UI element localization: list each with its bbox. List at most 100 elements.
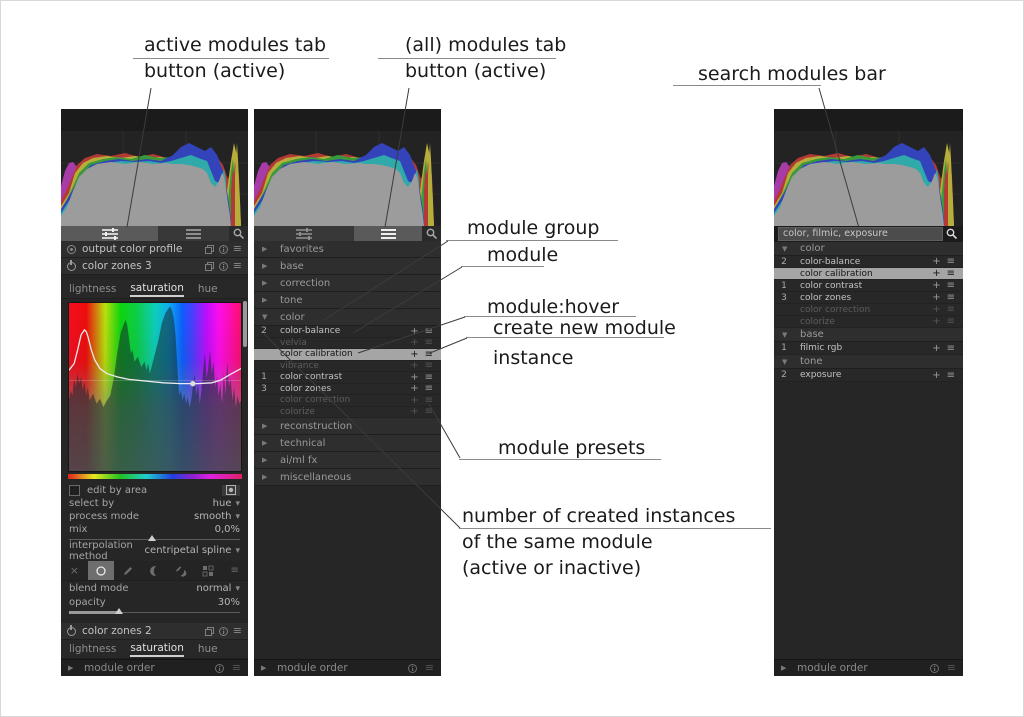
new-instance-icon[interactable]: +: [410, 383, 419, 395]
drawn-mask-button[interactable]: [114, 561, 141, 580]
histogram[interactable]: [61, 131, 248, 226]
new-instance-icon[interactable]: +: [932, 280, 941, 291]
active-modules-tab[interactable]: [254, 226, 354, 241]
new-instance-icon[interactable]: +: [932, 304, 941, 315]
info-icon[interactable]: [407, 663, 417, 673]
presets-menu-icon[interactable]: ≡: [424, 337, 433, 349]
tab-saturation[interactable]: saturation: [130, 642, 184, 657]
edit-by-area-checkbox[interactable]: [69, 484, 80, 496]
presets-menu-icon[interactable]: ≡: [946, 256, 955, 267]
expand-triangle-icon[interactable]: ▶: [68, 664, 74, 672]
module-row-color-correction[interactable]: color correction + ≡: [254, 395, 441, 407]
presets-menu-icon[interactable]: ≡: [231, 661, 241, 674]
info-icon[interactable]: [929, 663, 939, 673]
new-instance-icon[interactable]: +: [932, 268, 941, 279]
blend-presets-button[interactable]: ≡: [230, 565, 239, 576]
new-instance-icon[interactable]: +: [932, 369, 941, 381]
histogram[interactable]: [254, 131, 441, 226]
new-instance-icon[interactable]: +: [410, 348, 419, 360]
tab-saturation[interactable]: saturation: [130, 282, 184, 297]
module-row-color-contrast[interactable]: 1 color contrast + ≡: [254, 372, 441, 384]
info-icon[interactable]: [214, 663, 224, 673]
presets-menu-icon[interactable]: ≡: [946, 280, 955, 291]
power-icon[interactable]: [67, 624, 76, 636]
new-instance-icon[interactable]: +: [410, 371, 419, 383]
group-base[interactable]: ▶ base: [254, 258, 441, 275]
tab-lightness[interactable]: lightness: [69, 643, 117, 655]
blend-mode-combobox[interactable]: blend mode normal ▾: [61, 581, 248, 596]
presets-menu-icon[interactable]: ≡: [424, 383, 433, 395]
presets-menu-icon[interactable]: ≡: [946, 369, 955, 381]
search-icon[interactable]: [946, 228, 959, 241]
module-row-color-calibration-hover[interactable]: color calibration + ≡: [774, 268, 963, 280]
info-icon[interactable]: [218, 626, 228, 636]
new-instance-icon[interactable]: +: [932, 316, 941, 327]
search-modules-toggle[interactable]: [229, 226, 248, 241]
search-modules-toggle[interactable]: [422, 226, 441, 241]
expand-triangle-icon[interactable]: ▶: [781, 664, 787, 672]
presets-menu-icon[interactable]: ≡: [424, 406, 433, 418]
presets-menu-icon[interactable]: ≡: [424, 348, 433, 360]
process-mode-combobox[interactable]: process mode smooth ▾: [61, 510, 248, 523]
color-zones-curve-editor[interactable]: [68, 302, 242, 472]
active-modules-tab[interactable]: [61, 226, 158, 241]
duplicate-icon[interactable]: [204, 244, 214, 254]
mix-slider[interactable]: [69, 535, 240, 543]
presets-menu-icon[interactable]: ≡: [946, 342, 955, 354]
group-color[interactable]: ▼ color: [774, 242, 963, 256]
opacity-slider[interactable]: [69, 608, 240, 616]
expand-triangle-icon[interactable]: ▶: [261, 664, 267, 672]
group-aiml-fx[interactable]: ▶ ai/ml fx: [254, 452, 441, 469]
info-icon[interactable]: [218, 244, 228, 254]
group-favorites[interactable]: ▶ favorites: [254, 241, 441, 258]
module-row-color-balance[interactable]: 2 color-balance + ≡: [254, 326, 441, 338]
presets-menu-icon[interactable]: ≡: [424, 661, 434, 674]
group-tone[interactable]: ▶ tone: [254, 292, 441, 309]
module-row-color-correction[interactable]: color correction + ≡: [774, 304, 963, 316]
tab-hue[interactable]: hue: [197, 643, 218, 655]
new-instance-icon[interactable]: +: [932, 292, 941, 303]
presets-menu-icon[interactable]: ≡: [946, 316, 955, 327]
drawn-parametric-mask-button[interactable]: [168, 561, 195, 580]
presets-menu-icon[interactable]: ≡: [946, 661, 956, 674]
new-instance-icon[interactable]: +: [410, 337, 419, 349]
module-row-velvia[interactable]: velvia + ≡: [254, 337, 441, 349]
new-instance-icon[interactable]: +: [410, 360, 419, 372]
histogram[interactable]: [774, 131, 963, 226]
presets-menu-icon[interactable]: ≡: [946, 268, 955, 279]
all-modules-tab[interactable]: [158, 226, 229, 241]
presets-menu-icon[interactable]: ≡: [424, 371, 433, 383]
blend-off-button[interactable]: ×: [69, 564, 79, 577]
presets-menu-icon[interactable]: ≡: [424, 325, 433, 337]
all-modules-tab[interactable]: [354, 226, 422, 241]
module-row-exposure[interactable]: 2 exposure + ≡: [774, 369, 963, 382]
presets-menu-icon[interactable]: ≡: [232, 259, 242, 272]
search-modules-input[interactable]: color, filmic, exposure: [778, 227, 943, 241]
interpolation-combobox[interactable]: interpolation method centripetal spline …: [61, 540, 248, 562]
display-mask-button[interactable]: [222, 484, 240, 496]
module-header-color-zones-2[interactable]: color zones 2 ≡: [61, 623, 248, 640]
new-instance-icon[interactable]: +: [410, 406, 419, 418]
new-instance-icon[interactable]: +: [410, 394, 419, 406]
new-instance-icon[interactable]: +: [932, 342, 941, 354]
new-instance-icon[interactable]: +: [410, 325, 419, 337]
module-row-color-balance[interactable]: 2 color-balance + ≡: [774, 256, 963, 268]
scrollbar-thumb[interactable]: [243, 301, 247, 347]
raster-mask-button[interactable]: [195, 561, 222, 580]
group-tone[interactable]: ▼ tone: [774, 355, 963, 369]
module-header-output-color-profile[interactable]: output color profile ≡: [61, 241, 248, 258]
module-order-row[interactable]: ▶ module order ≡: [254, 659, 441, 676]
select-by-combobox[interactable]: select by hue ▾: [61, 497, 248, 510]
group-color[interactable]: ▼ color: [254, 309, 441, 326]
duplicate-icon[interactable]: [204, 626, 214, 636]
group-base[interactable]: ▼ base: [774, 328, 963, 342]
module-state-icon[interactable]: [67, 244, 76, 254]
module-header-color-zones-3[interactable]: color zones 3 ≡: [61, 258, 248, 275]
group-correction[interactable]: ▶ correction: [254, 275, 441, 292]
parametric-mask-button[interactable]: [141, 561, 168, 580]
presets-menu-icon[interactable]: ≡: [946, 304, 955, 315]
tab-hue[interactable]: hue: [197, 283, 218, 295]
blend-uniform-button[interactable]: [87, 561, 115, 580]
module-row-color-contrast[interactable]: 1 color contrast + ≡: [774, 280, 963, 292]
module-row-color-zones[interactable]: 3 color zones + ≡: [774, 292, 963, 304]
